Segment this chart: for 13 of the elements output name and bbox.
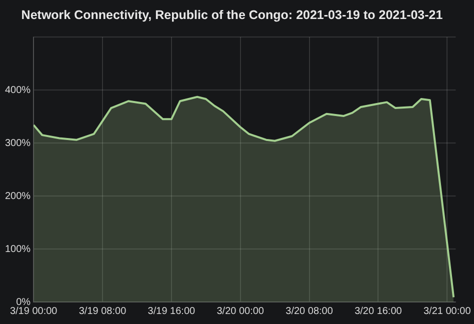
y-tick-label: 100% [5,244,31,255]
chart-title: Network Connectivity, Republic of the Congo: 2021-03-19 to 2021-03-21 [21,8,443,22]
x-tick-label: 3/19 00:00 [10,306,58,317]
x-tick-label: 3/19 16:00 [148,306,196,317]
x-tick-label: 3/20 08:00 [286,306,334,317]
y-tick-label: 200% [5,190,31,202]
x-tick-label: 3/20 16:00 [354,306,402,317]
x-tick-label: 3/20 00:00 [216,306,264,317]
y-tick-label: 400% [5,84,31,96]
y-tick-label: 0% [16,296,31,308]
x-tick-label: 3/21 00:00 [423,306,472,317]
y-tick-label: 300% [5,138,31,149]
x-tick-label: 3/19 08:00 [78,306,127,317]
